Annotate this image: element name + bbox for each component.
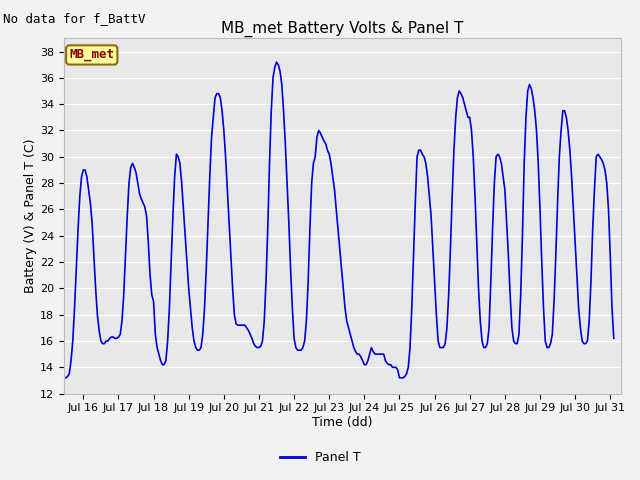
Title: MB_met Battery Volts & Panel T: MB_met Battery Volts & Panel T: [221, 21, 463, 37]
Text: No data for f_BattV: No data for f_BattV: [3, 12, 146, 25]
Y-axis label: Battery (V) & Panel T (C): Battery (V) & Panel T (C): [24, 139, 37, 293]
X-axis label: Time (dd): Time (dd): [312, 416, 372, 429]
Text: MB_met: MB_met: [69, 48, 115, 61]
Legend: Panel T: Panel T: [275, 446, 365, 469]
